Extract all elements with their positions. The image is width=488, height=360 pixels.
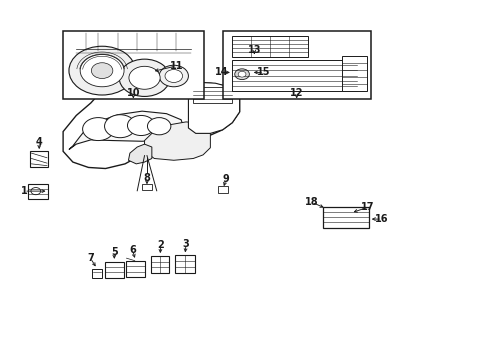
- Circle shape: [80, 54, 124, 87]
- Text: 14: 14: [214, 67, 228, 77]
- Bar: [232, 60, 356, 91]
- Text: 10: 10: [126, 88, 140, 98]
- Circle shape: [164, 69, 182, 82]
- Text: 18: 18: [305, 197, 318, 207]
- Bar: [175, 255, 194, 273]
- Polygon shape: [128, 144, 152, 164]
- Bar: [126, 261, 145, 277]
- Circle shape: [82, 118, 114, 140]
- Bar: [104, 262, 124, 278]
- Text: 16: 16: [374, 214, 388, 224]
- Bar: [222, 31, 370, 99]
- Text: 11: 11: [169, 61, 183, 71]
- Circle shape: [119, 59, 169, 96]
- Text: 8: 8: [143, 173, 150, 183]
- Text: 4: 4: [36, 138, 42, 147]
- Circle shape: [69, 46, 135, 95]
- Bar: [341, 56, 366, 91]
- Polygon shape: [63, 82, 239, 168]
- Polygon shape: [188, 82, 239, 134]
- Circle shape: [127, 116, 155, 135]
- Bar: [142, 184, 152, 190]
- Polygon shape: [69, 111, 183, 149]
- Text: 5: 5: [111, 247, 118, 257]
- Text: 1: 1: [20, 186, 27, 196]
- Text: 7: 7: [87, 253, 94, 263]
- Circle shape: [234, 69, 249, 80]
- Circle shape: [238, 71, 245, 77]
- Text: 2: 2: [157, 240, 163, 250]
- Circle shape: [104, 115, 136, 138]
- Bar: [151, 256, 169, 273]
- Text: 13: 13: [247, 45, 261, 55]
- Bar: [217, 186, 228, 193]
- Circle shape: [147, 118, 170, 135]
- Bar: [322, 207, 368, 228]
- Text: 3: 3: [182, 239, 189, 249]
- Bar: [63, 31, 203, 99]
- Bar: [92, 269, 102, 278]
- Circle shape: [31, 188, 41, 195]
- Bar: [232, 36, 307, 57]
- Bar: [28, 184, 48, 199]
- Text: 15: 15: [257, 67, 270, 77]
- Bar: [30, 151, 48, 167]
- Text: 9: 9: [222, 174, 229, 184]
- Circle shape: [91, 63, 113, 78]
- Text: 17: 17: [360, 202, 374, 212]
- Text: 12: 12: [289, 88, 303, 98]
- Circle shape: [129, 66, 160, 89]
- Bar: [193, 87, 232, 103]
- Text: 6: 6: [129, 245, 136, 255]
- Polygon shape: [144, 122, 210, 160]
- Circle shape: [159, 65, 188, 87]
